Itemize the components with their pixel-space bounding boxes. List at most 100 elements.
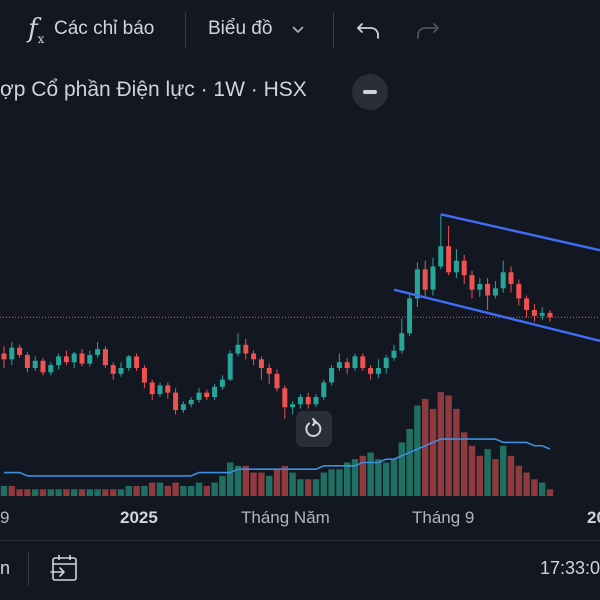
reset-chart-button[interactable] [296,411,332,447]
redo-icon[interactable] [414,18,440,42]
volume-bar [39,489,47,496]
volume-bar [149,482,156,496]
refresh-icon [305,418,322,437]
volume-bar [172,482,179,496]
volume-bar [531,479,538,496]
volume-bar [484,449,491,496]
volume-bar [359,455,366,496]
candle [438,246,444,267]
volume-bar [110,489,117,496]
volume-bar [468,445,476,496]
bottom-divider [0,540,600,541]
volume-ma-line [4,438,551,477]
candle [63,356,69,363]
clock: 17:33:0 [540,558,600,578]
candle [375,368,381,374]
volume-bar [156,482,164,496]
candle [414,269,420,299]
candle [352,356,358,368]
trendline [393,288,600,343]
candle [56,356,62,366]
candle [141,368,147,383]
volume-bar [32,489,39,496]
volume-bar [195,482,203,496]
candle [360,356,366,368]
candle [336,362,342,368]
volume-bar [250,472,257,496]
volume-bar [281,465,288,496]
volume-bar [344,462,351,496]
candle [516,283,522,299]
symbol-title: ợp Cổ phần Điện lực · 1W · HSX [0,78,307,101]
candle [368,368,374,374]
candle [48,365,54,373]
range-selector[interactable]: n [0,558,11,578]
candle [134,356,140,368]
indicators-label: Các chỉ báo [54,18,155,39]
candle [282,388,288,408]
volume-bar [8,485,15,496]
volume-bar [78,489,86,496]
candle [407,298,413,334]
volume-bar [406,429,413,496]
volume-bar [0,485,8,496]
candle [344,362,350,368]
candle [24,354,30,368]
candle [212,386,218,397]
candle [110,365,116,374]
candle [430,266,436,290]
toolbar-divider [185,12,186,48]
volume-bar [312,479,320,496]
candle [391,350,397,358]
volume-bar [539,482,546,496]
volume-bar [375,459,382,496]
indicators-button[interactable]: fx Các chỉ báo [10,0,170,60]
volume-bar [211,482,218,496]
x-axis-label: 2025 [120,508,158,527]
chart-type-button[interactable]: Biểu đồ [200,0,315,60]
volume-bar [390,459,398,496]
volume-bar [492,459,499,496]
volume-bar [351,459,359,496]
price-chart[interactable] [0,112,600,502]
candle [17,347,23,355]
candle [149,382,155,395]
volume-bar [336,469,343,496]
candle [204,392,210,397]
candle [274,373,280,389]
candle [477,283,483,290]
volume-bar [476,455,483,496]
candle [446,246,452,273]
volume-bar [273,469,281,496]
candle [71,353,77,363]
volume-bar [63,489,70,496]
undo-icon[interactable] [356,18,382,42]
x-axis-label: 20 [587,508,600,527]
candle [219,379,225,387]
volume-bar [507,455,515,496]
volume-bar [86,489,93,496]
candle [531,310,537,316]
volume-bar [546,489,554,496]
candle [297,397,303,405]
volume-bar [16,489,23,496]
candle [266,368,272,374]
volume-bar [94,489,101,496]
calendar-goto-icon[interactable] [50,553,80,585]
volume-bar [164,485,171,496]
candle [290,404,296,408]
volume-bar [234,465,242,496]
volume-bar [453,408,460,496]
volume-bar [422,398,429,496]
collapse-legend-button[interactable] [352,74,388,110]
volume-bar [367,452,374,496]
volume-bar [242,465,249,496]
minus-icon [363,90,377,94]
volume-bar [71,489,78,496]
candle [258,359,264,368]
candle [79,353,85,364]
candle [399,333,405,351]
trendline [440,213,600,252]
chart-type-label: Biểu đồ [208,18,273,39]
candle [329,368,335,383]
